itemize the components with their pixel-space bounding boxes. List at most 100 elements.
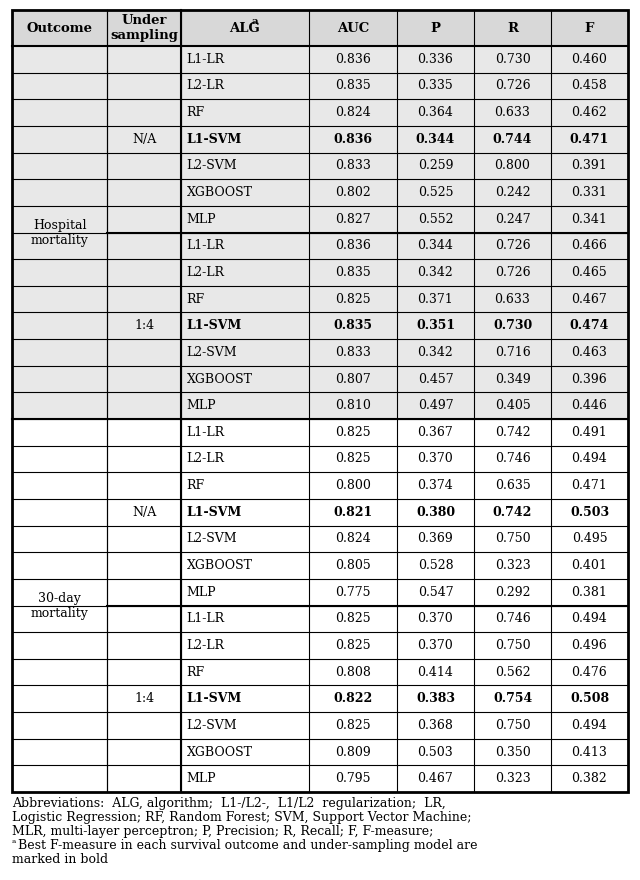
Text: 0.414: 0.414 <box>417 665 453 678</box>
Text: 0.381: 0.381 <box>572 586 607 598</box>
Text: 1:4: 1:4 <box>134 693 154 705</box>
Text: 0.370: 0.370 <box>418 452 453 466</box>
Text: 0.496: 0.496 <box>572 639 607 652</box>
Text: 0.825: 0.825 <box>335 719 371 732</box>
Text: 0.503: 0.503 <box>418 745 453 759</box>
Text: MLP: MLP <box>187 586 216 598</box>
Text: 0.374: 0.374 <box>418 479 453 492</box>
Text: RF: RF <box>187 106 205 119</box>
Bar <box>12 126 628 152</box>
Text: AUC: AUC <box>337 21 369 34</box>
Bar <box>12 766 628 792</box>
Text: 0.508: 0.508 <box>570 693 609 705</box>
Bar <box>12 392 628 419</box>
Text: Abbreviations:  ALG, algorithm;  L1-/L2-,  L1/L2  regularization;  LR,: Abbreviations: ALG, algorithm; L1-/L2-, … <box>12 797 445 810</box>
Text: 0.726: 0.726 <box>495 266 531 279</box>
Text: XGBOOST: XGBOOST <box>187 559 253 572</box>
Text: 0.495: 0.495 <box>572 532 607 546</box>
Text: L1-SVM: L1-SVM <box>187 693 242 705</box>
Text: 0.750: 0.750 <box>495 532 531 546</box>
Text: 0.368: 0.368 <box>417 719 453 732</box>
Text: 0.413: 0.413 <box>572 745 607 759</box>
Text: 0.463: 0.463 <box>572 346 607 359</box>
Text: 0.825: 0.825 <box>335 612 371 626</box>
Text: 0.726: 0.726 <box>495 79 531 92</box>
Text: a: a <box>252 17 258 26</box>
Text: N/A: N/A <box>132 133 156 146</box>
Text: 0.808: 0.808 <box>335 665 371 678</box>
Bar <box>12 686 628 712</box>
Text: L2-SVM: L2-SVM <box>187 159 237 172</box>
Text: 0.494: 0.494 <box>572 452 607 466</box>
Text: 0.836: 0.836 <box>335 53 371 66</box>
Text: 0.825: 0.825 <box>335 293 371 305</box>
Text: 0.351: 0.351 <box>416 319 455 333</box>
Text: 0.323: 0.323 <box>495 559 531 572</box>
Bar <box>12 499 628 525</box>
Text: 0.474: 0.474 <box>570 319 609 333</box>
Text: 0.471: 0.471 <box>570 133 609 146</box>
Text: L2-LR: L2-LR <box>187 79 225 92</box>
Text: N/A: N/A <box>132 506 156 518</box>
Text: 0.371: 0.371 <box>418 293 453 305</box>
Text: ALG: ALG <box>230 21 260 34</box>
Text: 0.750: 0.750 <box>495 639 531 652</box>
Text: 0.476: 0.476 <box>572 665 607 678</box>
Text: 0.825: 0.825 <box>335 639 371 652</box>
Bar <box>12 473 628 499</box>
Text: 0.821: 0.821 <box>333 506 372 518</box>
Text: 0.775: 0.775 <box>335 586 371 598</box>
Text: 0.810: 0.810 <box>335 400 371 412</box>
Text: 0.716: 0.716 <box>495 346 531 359</box>
Text: 0.528: 0.528 <box>418 559 453 572</box>
Text: 0.562: 0.562 <box>495 665 531 678</box>
Text: 0.462: 0.462 <box>572 106 607 119</box>
Text: 0.242: 0.242 <box>495 186 531 199</box>
Text: 0.744: 0.744 <box>493 133 532 146</box>
Text: 0.370: 0.370 <box>418 612 453 626</box>
Text: 0.331: 0.331 <box>572 186 607 199</box>
Text: 1:4: 1:4 <box>134 319 154 333</box>
Text: 0.344: 0.344 <box>417 239 453 253</box>
Text: 0.503: 0.503 <box>570 506 609 518</box>
Text: 0.827: 0.827 <box>335 213 371 225</box>
Text: 0.552: 0.552 <box>418 213 453 225</box>
Bar <box>12 419 628 445</box>
Text: 0.364: 0.364 <box>417 106 453 119</box>
Text: 0.292: 0.292 <box>495 586 531 598</box>
Text: XGBOOST: XGBOOST <box>187 745 253 759</box>
Text: L1-SVM: L1-SVM <box>187 506 242 518</box>
Text: 0.370: 0.370 <box>418 639 453 652</box>
Text: Best F-measure in each survival outcome and under-sampling model are: Best F-measure in each survival outcome … <box>18 839 477 852</box>
Text: 0.800: 0.800 <box>495 159 531 172</box>
Bar <box>12 659 628 686</box>
Text: 0.342: 0.342 <box>418 346 453 359</box>
Text: 0.809: 0.809 <box>335 745 371 759</box>
Bar <box>12 738 628 766</box>
Text: 0.349: 0.349 <box>495 372 531 385</box>
Text: 0.835: 0.835 <box>333 319 372 333</box>
Text: MLR, multi-layer perceptron; P, Precision; R, Recall; F, F-measure;: MLR, multi-layer perceptron; P, Precisio… <box>12 825 433 838</box>
Bar <box>12 579 628 605</box>
Bar <box>12 632 628 659</box>
Text: 0.525: 0.525 <box>418 186 453 199</box>
Bar <box>12 553 628 579</box>
Text: 0.458: 0.458 <box>572 79 607 92</box>
Text: 0.730: 0.730 <box>495 53 531 66</box>
Text: 0.247: 0.247 <box>495 213 531 225</box>
Text: RF: RF <box>187 665 205 678</box>
Text: 0.824: 0.824 <box>335 106 371 119</box>
Text: 0.836: 0.836 <box>335 239 371 253</box>
Text: MLP: MLP <box>187 772 216 785</box>
Text: 0.380: 0.380 <box>416 506 455 518</box>
Text: 0.460: 0.460 <box>572 53 607 66</box>
Text: 0.336: 0.336 <box>417 53 453 66</box>
Text: F: F <box>585 21 594 34</box>
Text: 0.491: 0.491 <box>572 426 607 439</box>
Text: 0.341: 0.341 <box>572 213 607 225</box>
Bar <box>12 152 628 180</box>
Text: L1-SVM: L1-SVM <box>187 319 242 333</box>
Text: 0.446: 0.446 <box>572 400 607 412</box>
Text: 0.383: 0.383 <box>416 693 455 705</box>
Bar <box>12 286 628 312</box>
